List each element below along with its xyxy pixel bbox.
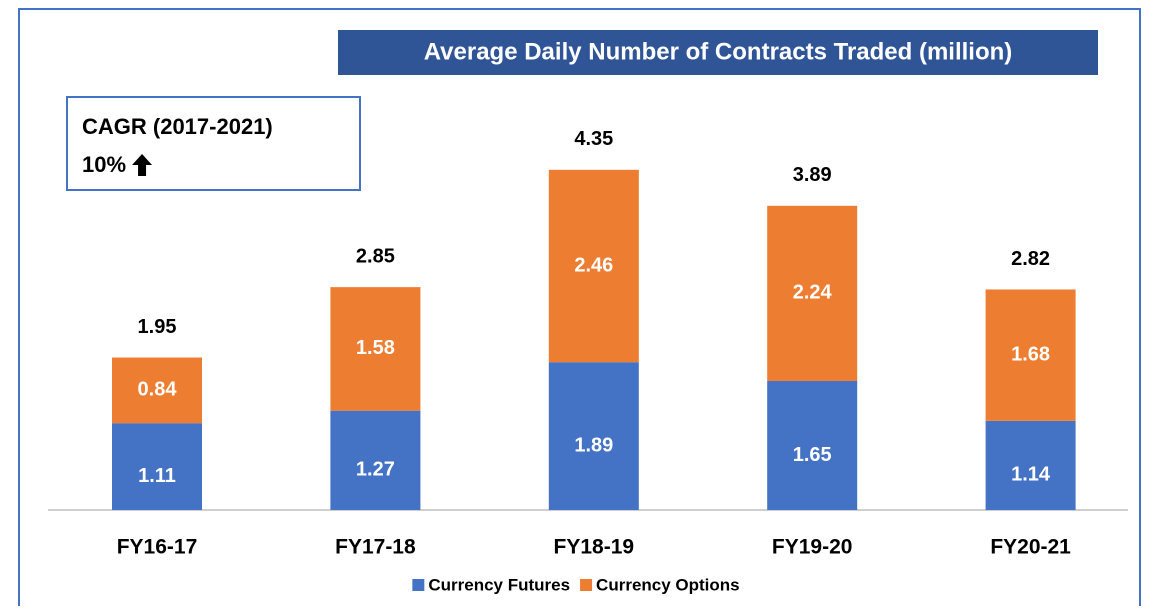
total-label: 2.85 <box>356 245 395 267</box>
cagr-title: CAGR (2017-2021) <box>82 114 273 139</box>
x-tick-label: FY17-18 <box>335 536 416 559</box>
up-arrow-icon <box>132 154 153 176</box>
data-label: 1.27 <box>356 459 395 481</box>
title-box <box>338 30 1098 75</box>
data-label: 1.89 <box>574 434 613 456</box>
legend-swatch <box>412 579 425 591</box>
legend-label: Currency Futures <box>428 575 570 594</box>
cagr-box <box>66 96 361 191</box>
data-label: 1.65 <box>793 444 832 466</box>
total-label: 2.82 <box>1011 248 1050 270</box>
data-label: 2.46 <box>574 254 613 276</box>
data-label: 2.24 <box>793 282 833 304</box>
x-tick-label: FY20-21 <box>990 536 1071 559</box>
data-label: 1.14 <box>1011 464 1051 486</box>
bar-segment <box>330 410 421 510</box>
frame <box>18 8 1141 611</box>
bar-segment <box>985 289 1076 421</box>
total-label: 4.35 <box>574 128 613 150</box>
bar-segment <box>112 357 202 424</box>
data-label: 1.11 <box>138 465 176 487</box>
chart-title: Average Daily Number of Contracts Traded… <box>424 38 1013 65</box>
bar-segment <box>767 380 858 510</box>
data-label: 1.68 <box>1011 343 1050 365</box>
data-label: 0.84 <box>138 379 178 401</box>
data-label: 1.58 <box>356 337 395 359</box>
legend-label: Currency Options <box>596 575 740 594</box>
total-label: 1.95 <box>138 316 177 338</box>
cagr-value: 10% <box>82 152 126 177</box>
bar-segment <box>548 362 639 510</box>
x-tick-label: FY19-20 <box>772 536 853 559</box>
bar-segment <box>548 169 639 363</box>
bar-segment <box>985 420 1076 510</box>
bar-segment <box>767 205 858 381</box>
legend-swatch <box>580 579 593 591</box>
x-tick-label: FY16-17 <box>117 536 198 559</box>
bar-segment <box>112 423 202 510</box>
x-tick-label: FY18-19 <box>554 536 635 559</box>
bar-segment <box>330 287 421 411</box>
total-label: 3.89 <box>793 164 832 186</box>
